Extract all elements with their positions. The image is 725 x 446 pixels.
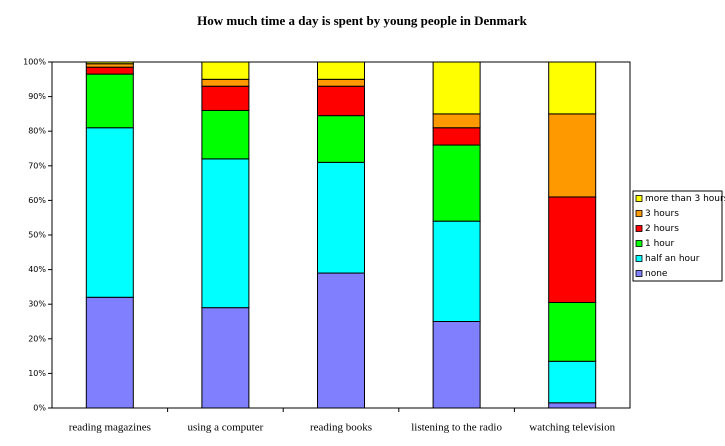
bar-segment (317, 78, 365, 87)
legend-swatch (635, 240, 643, 247)
bar-segment (432, 61, 481, 115)
bar-segment (85, 73, 134, 129)
legend-label: none (645, 269, 668, 279)
bar-segment (548, 360, 597, 404)
bar-segment (317, 161, 365, 274)
legend-swatch (635, 195, 643, 202)
y-tick-label: 80% (28, 127, 46, 136)
bar-segment (432, 113, 481, 129)
bar-segment (317, 115, 365, 163)
bar-segment (201, 307, 250, 409)
bar-segment (432, 220, 481, 322)
legend-label: more than 3 hours (645, 194, 725, 204)
legend-label: 3 hours (645, 209, 679, 219)
bar-segment (548, 113, 597, 198)
bar-segment (201, 61, 250, 80)
bar-segment (432, 127, 481, 146)
bar-segment (201, 78, 250, 87)
y-tick-label: 90% (28, 92, 46, 101)
bar-segment (85, 63, 134, 68)
bar-segment (548, 402, 597, 409)
bar-segment (201, 109, 250, 160)
legend-swatch (635, 210, 643, 217)
bar-segment (201, 158, 250, 309)
bar-segment (548, 196, 597, 303)
x-tick-label: watching television (529, 422, 615, 434)
bar-segment (85, 66, 134, 75)
bar-segment (548, 301, 597, 362)
y-tick-label: 0% (33, 404, 46, 413)
y-tick-label: 20% (28, 334, 46, 343)
x-tick-label: reading magazines (69, 422, 151, 434)
x-tick-label: reading books (310, 422, 372, 434)
legend-swatch (635, 255, 643, 262)
y-tick-label: 100% (23, 58, 46, 67)
bar-segment (548, 61, 597, 115)
legend-label: 2 hours (645, 224, 679, 234)
y-tick-label: 50% (28, 231, 46, 240)
bar-segment (317, 85, 365, 117)
y-tick-label: 40% (28, 265, 46, 274)
y-tick-label: 10% (28, 369, 46, 378)
bar-segment (317, 61, 365, 80)
legend-swatch (635, 225, 643, 232)
legend-swatch (635, 270, 643, 277)
x-tick-label: listening to the radio (411, 422, 502, 434)
bar-segment (317, 272, 365, 409)
chart-title: How much time a day is spent by young pe… (197, 13, 527, 28)
legend-box (632, 190, 723, 282)
legend-label: 1 hour (645, 239, 675, 249)
y-tick-label: 30% (28, 300, 46, 309)
bar-segment (85, 61, 134, 65)
y-tick-label: 60% (28, 196, 46, 205)
y-tick-label: 70% (28, 161, 46, 170)
bar-segment (432, 144, 481, 222)
x-tick-label: using a computer (188, 422, 264, 434)
bar-segment (85, 127, 134, 298)
legend-label: half an hour (645, 254, 700, 264)
bar-segment (432, 321, 481, 409)
bar-segment (201, 85, 250, 111)
bar-segment (85, 296, 134, 409)
